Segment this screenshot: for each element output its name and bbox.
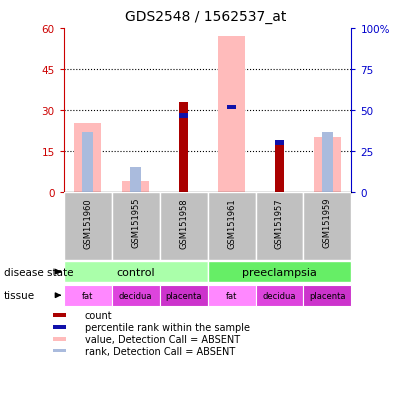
Text: decidua: decidua bbox=[263, 291, 296, 300]
Bar bbox=[218, 37, 245, 192]
Bar bbox=[53, 325, 67, 329]
Bar bbox=[112, 285, 159, 306]
Bar bbox=[179, 114, 188, 119]
Text: GSM151959: GSM151959 bbox=[323, 197, 332, 248]
Bar bbox=[159, 192, 208, 260]
Bar bbox=[322, 132, 333, 192]
Bar bbox=[208, 192, 256, 260]
Text: tissue: tissue bbox=[4, 290, 35, 301]
Bar bbox=[275, 146, 284, 192]
Text: count: count bbox=[85, 310, 112, 320]
Text: GSM151958: GSM151958 bbox=[179, 197, 188, 248]
Bar bbox=[256, 192, 303, 260]
Text: control: control bbox=[116, 267, 155, 277]
Bar bbox=[130, 168, 141, 192]
Bar bbox=[112, 192, 159, 260]
Text: placenta: placenta bbox=[309, 291, 346, 300]
Bar bbox=[122, 181, 149, 192]
Text: preeclampsia: preeclampsia bbox=[242, 267, 317, 277]
Bar bbox=[303, 192, 351, 260]
Bar bbox=[314, 138, 341, 192]
Text: GSM151961: GSM151961 bbox=[227, 197, 236, 248]
Text: fat: fat bbox=[226, 291, 237, 300]
Bar bbox=[179, 102, 188, 192]
Bar bbox=[256, 285, 303, 306]
Text: GSM151960: GSM151960 bbox=[83, 197, 92, 248]
Bar bbox=[159, 285, 208, 306]
Text: rank, Detection Call = ABSENT: rank, Detection Call = ABSENT bbox=[85, 346, 235, 356]
Bar bbox=[208, 261, 351, 282]
Text: percentile rank within the sample: percentile rank within the sample bbox=[85, 322, 249, 332]
Bar bbox=[53, 337, 67, 341]
Bar bbox=[53, 313, 67, 317]
Bar bbox=[275, 141, 284, 145]
Text: disease state: disease state bbox=[4, 267, 74, 277]
Bar bbox=[208, 285, 256, 306]
Text: GSM151957: GSM151957 bbox=[275, 197, 284, 248]
Bar bbox=[53, 349, 67, 353]
Bar bbox=[227, 105, 236, 110]
Bar bbox=[64, 192, 112, 260]
Bar bbox=[74, 124, 101, 192]
Bar bbox=[64, 261, 208, 282]
Text: decidua: decidua bbox=[119, 291, 152, 300]
Bar bbox=[82, 132, 93, 192]
Text: fat: fat bbox=[82, 291, 93, 300]
Text: GSM151955: GSM151955 bbox=[131, 197, 140, 248]
Text: placenta: placenta bbox=[165, 291, 202, 300]
Bar bbox=[64, 285, 112, 306]
Text: value, Detection Call = ABSENT: value, Detection Call = ABSENT bbox=[85, 334, 240, 344]
Text: GDS2548 / 1562537_at: GDS2548 / 1562537_at bbox=[125, 10, 286, 24]
Bar bbox=[303, 285, 351, 306]
